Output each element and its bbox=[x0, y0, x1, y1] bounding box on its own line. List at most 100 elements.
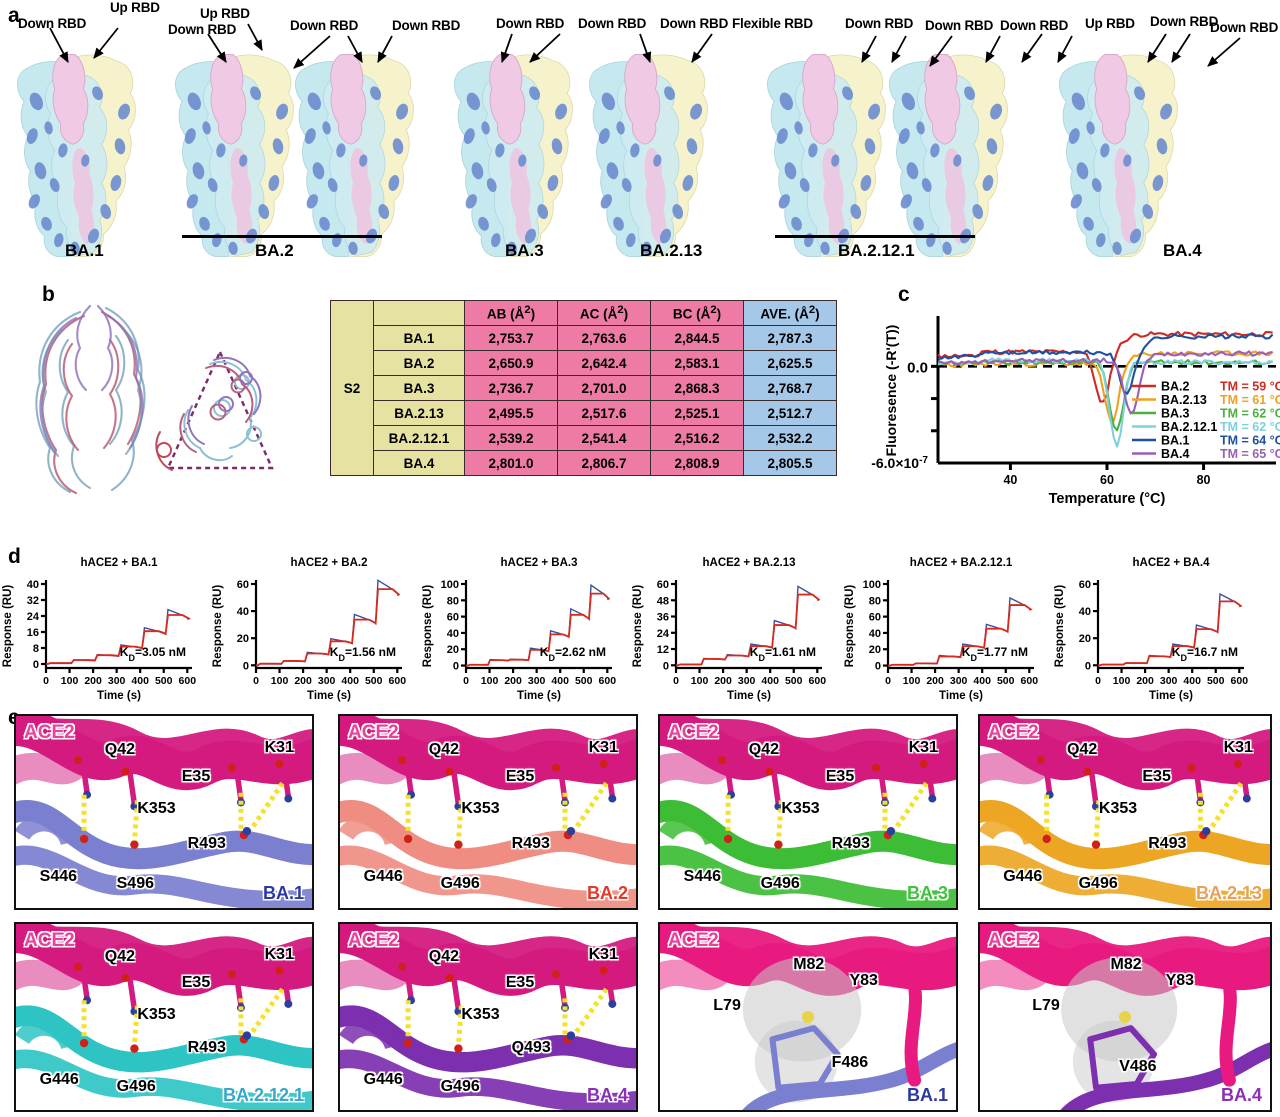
residue-label-K31: K31 bbox=[264, 946, 294, 964]
y-tick-label: 20 bbox=[869, 644, 881, 656]
y-tick-label: 36 bbox=[657, 612, 669, 624]
spr-title: hACE2 + BA.2.12.1 bbox=[910, 557, 1013, 569]
kd-label: KD=3.05 nM bbox=[120, 645, 186, 663]
y-tick-label: 80 bbox=[447, 595, 459, 607]
y-axis-label: Response (RU) bbox=[632, 585, 644, 668]
residue-label-M82: M82 bbox=[793, 955, 825, 973]
residue-label-E35: E35 bbox=[505, 767, 535, 785]
spr-title: hACE2 + BA.2.13 bbox=[703, 557, 796, 569]
variant-label-BA-1: BA.1 bbox=[906, 1085, 948, 1105]
residue-label-E35: E35 bbox=[181, 767, 211, 785]
ace2-label: ACE2 bbox=[988, 930, 1039, 951]
x-tick-label: 600 bbox=[1021, 675, 1039, 687]
interface-panel-e7: ACE2 BA.1 M82 Y83 L79 F486 bbox=[658, 922, 958, 1112]
table-cell-bc: 2,516.2 bbox=[650, 425, 744, 451]
y-tick-label: 40 bbox=[237, 606, 249, 618]
residue-label-V486: V486 bbox=[1119, 1057, 1157, 1075]
spr-chart-spr_ba2121: hACE2 + BA.2.12.1 0 20 40 60 80 100 0 100 200 300 4… bbox=[842, 556, 1042, 704]
group-label-ba4: BA.4 bbox=[1163, 241, 1202, 260]
x-axis-label: Time (s) bbox=[727, 690, 771, 702]
legend-label-BA-2-12-1: BA.2.12.1 bbox=[1161, 420, 1217, 434]
x-tick-label: 400 bbox=[1183, 675, 1201, 687]
interface-panel-e1: ACE2 BA.1 Q42 K31 E35 K353 R493 S446 S496 bbox=[14, 714, 314, 910]
annotation-down-rbd: Down RBD bbox=[925, 18, 994, 33]
interface-panel-e8: ACE2 BA.4 M82 Y83 L79 V486 bbox=[978, 922, 1272, 1112]
legend-label-BA-3: BA.3 bbox=[1161, 407, 1190, 421]
y-tick-label: 16 bbox=[27, 627, 39, 639]
x-tick-label: 200 bbox=[504, 675, 522, 687]
y-axis-label: Response (RU) bbox=[212, 585, 224, 668]
table-cell-ave: 2,512.7 bbox=[743, 400, 837, 426]
annotation-down-rbd: Down RBD bbox=[392, 18, 461, 33]
residue-label-E35: E35 bbox=[1142, 767, 1171, 785]
table-cell-bc: 2,808.9 bbox=[650, 450, 744, 476]
panel-a-figure bbox=[16, 23, 1241, 257]
residue-label-L79: L79 bbox=[713, 996, 741, 1014]
table-cell-ac: 2,701.0 bbox=[557, 375, 651, 401]
y-tick-label: 24 bbox=[27, 611, 40, 623]
x-tick-label: 200 bbox=[1136, 675, 1154, 687]
x-axis-label: Time (s) bbox=[517, 690, 561, 702]
spike-model-ba213 bbox=[588, 53, 708, 257]
group-label-ba1: BA.1 bbox=[65, 241, 104, 260]
variant-label-BA-4: BA.4 bbox=[586, 1085, 628, 1105]
x-tick-label: 500 bbox=[155, 675, 173, 687]
legend-tm-BA-1: TM = 64 °C bbox=[1220, 434, 1280, 448]
x-axis-label: Temperature (°C) bbox=[1049, 491, 1166, 507]
table-row: BA.2.13 2,495.5 2,517.6 2,525.1 2,512.7 bbox=[331, 400, 837, 426]
spr-title: hACE2 + BA.3 bbox=[500, 557, 577, 569]
residue-label-F486: F486 bbox=[831, 1054, 869, 1072]
dsf-plot: 0.0 -6.0×10-7 40 60 80 Temperature (°C) Fluore… bbox=[871, 316, 1280, 507]
residue-label-Q493: Q493 bbox=[511, 1039, 551, 1057]
interface-render bbox=[980, 716, 1270, 908]
spr-curve-fit bbox=[46, 614, 191, 665]
legend-label-BA-4: BA.4 bbox=[1161, 447, 1190, 461]
y-tick-label: 20 bbox=[237, 633, 249, 645]
y-tick-label: 32 bbox=[27, 595, 39, 607]
annotation-down-rbd: Down RBD bbox=[1000, 18, 1069, 33]
group-label-ba2: BA.2 bbox=[255, 241, 294, 260]
spr-title: hACE2 + BA.2 bbox=[290, 557, 367, 569]
residue-label-L79: L79 bbox=[1032, 996, 1060, 1014]
annotation-down-rbd: Down RBD bbox=[578, 16, 647, 31]
x-tick-label: 40 bbox=[1003, 473, 1017, 487]
table-row-label: BA.2 bbox=[373, 350, 465, 376]
residue-label-K353: K353 bbox=[1098, 800, 1138, 818]
x-tick-label: 400 bbox=[551, 675, 569, 687]
interface-panel-e3: ACE2 BA.3 Q42 K31 E35 K353 R493 S446 G496 bbox=[658, 714, 958, 910]
annotation-down-rbd: Down RBD bbox=[496, 16, 565, 31]
interface-render bbox=[16, 716, 312, 908]
residue-label-G496: G496 bbox=[440, 875, 480, 893]
table-row-label: BA.4 bbox=[373, 450, 465, 476]
residue-label-Q42: Q42 bbox=[428, 740, 460, 758]
annotation-down-rbd: Down RBD bbox=[1210, 20, 1279, 35]
residue-label-G446: G446 bbox=[363, 1070, 403, 1088]
residue-label-K31: K31 bbox=[908, 739, 938, 757]
panel-d-spr-row: hACE2 + BA.1 0 8 16 24 32 40 0 100 200 300 400 500 60… bbox=[0, 556, 1280, 706]
spike-model-ba1 bbox=[16, 53, 136, 257]
table-col-bc: BC (Å2) bbox=[650, 300, 744, 326]
y-tick-label: 0 bbox=[453, 661, 459, 673]
kd-label: KD=16.7 nM bbox=[1172, 645, 1238, 663]
variant-label-BA-4: BA.4 bbox=[1220, 1085, 1262, 1105]
residue-label-G446: G446 bbox=[363, 867, 403, 885]
table-row: BA.1 2,753.7 2,763.6 2,844.5 2,787.3 bbox=[331, 325, 837, 351]
x-tick-label: 500 bbox=[1207, 675, 1225, 687]
x-tick-label: 300 bbox=[950, 675, 968, 687]
table-cell-ave: 2,625.5 bbox=[743, 350, 837, 376]
x-tick-label: 60 bbox=[1100, 473, 1114, 487]
table-cell-ac: 2,517.6 bbox=[557, 400, 651, 426]
table-cell-ave: 2,768.7 bbox=[743, 375, 837, 401]
table-cell-bc: 2,583.1 bbox=[650, 350, 744, 376]
annotation-up-rbd: Up RBD bbox=[1085, 16, 1135, 31]
interface-panel-e5: ACE2 BA.2.12.1 Q42 K31 E35 K353 R493 G446 G496 bbox=[14, 922, 314, 1112]
table-row-label: BA.1 bbox=[373, 325, 465, 351]
legend-label-BA-2-13: BA.2.13 bbox=[1161, 393, 1207, 407]
table-cell-ac: 2,806.7 bbox=[557, 450, 651, 476]
interface-render bbox=[980, 924, 1270, 1110]
x-tick-label: 200 bbox=[714, 675, 732, 687]
table-row-label: BA.2.13 bbox=[373, 400, 465, 426]
x-axis-label: Time (s) bbox=[97, 690, 141, 702]
x-tick-label: 200 bbox=[926, 675, 944, 687]
residue-label-S446: S446 bbox=[39, 867, 78, 885]
